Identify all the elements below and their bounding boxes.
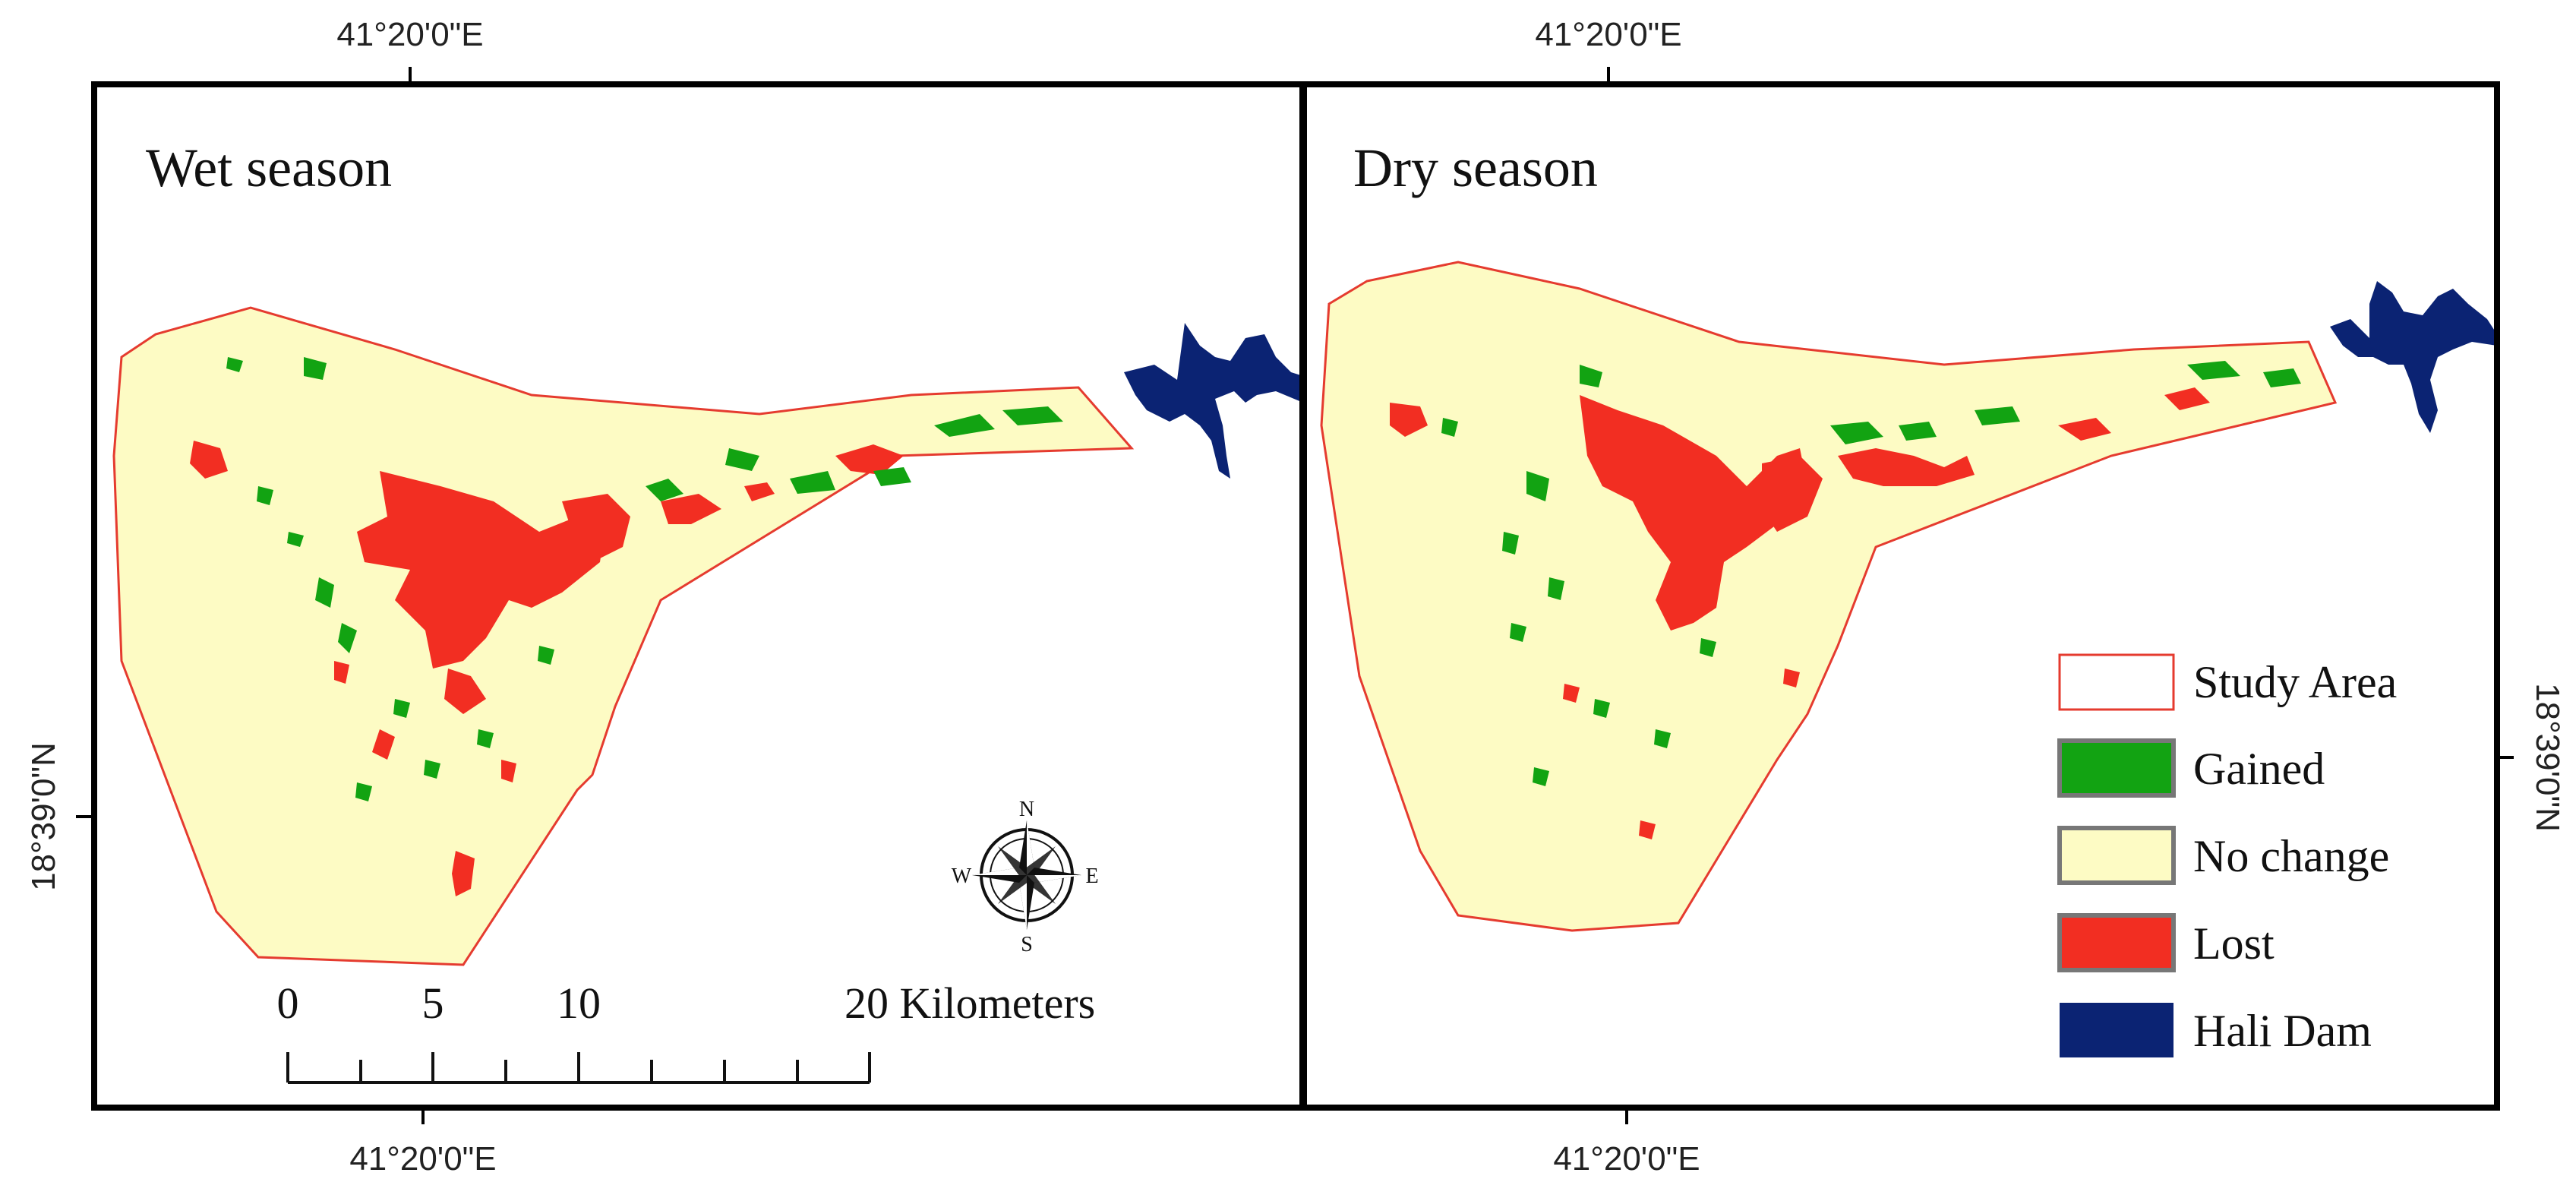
wet-season-panel bbox=[112, 306, 1303, 966]
wet-study-area bbox=[112, 306, 1135, 966]
scale-label-0: 0 bbox=[277, 978, 299, 1028]
wet-gained-areas bbox=[226, 357, 1063, 801]
legend-label-gained: Gained bbox=[2193, 744, 2325, 794]
legend-label-no-change: No change bbox=[2193, 831, 2389, 881]
compass-s: S bbox=[1021, 933, 1033, 956]
dry-hali-dam bbox=[2330, 281, 2497, 433]
scale-label-10: 10 bbox=[557, 978, 601, 1028]
compass-e: E bbox=[1085, 865, 1098, 888]
wet-hali-dam bbox=[1124, 323, 1303, 479]
legend-swatch-gained bbox=[2057, 738, 2176, 798]
wet-lost-areas bbox=[190, 441, 904, 896]
compass-w: W bbox=[952, 865, 972, 888]
legend-swatch-study-area bbox=[2058, 653, 2175, 711]
left-coord: 18°39'0"N bbox=[25, 742, 62, 891]
dry-lost-areas bbox=[1390, 387, 2210, 839]
compass-n: N bbox=[1019, 798, 1034, 821]
dry-gained-areas bbox=[1441, 361, 2301, 786]
legend-label-study-area: Study Area bbox=[2193, 657, 2397, 707]
legend-swatch-lost bbox=[2057, 913, 2176, 972]
wet-season-title: Wet season bbox=[146, 138, 392, 198]
legend: Study Area Gained No change Lost Hali Da… bbox=[2057, 653, 2397, 1057]
dry-season-panel bbox=[1320, 261, 2497, 932]
scale-bar: 0 5 10 20 Kilometers bbox=[277, 978, 1095, 1084]
bottom-coord-right: 41°20'0"E bbox=[1553, 1140, 1700, 1177]
scale-ticks bbox=[286, 1052, 871, 1083]
scale-label-20: 20 Kilometers bbox=[844, 978, 1095, 1028]
top-coord-left: 41°20'0"E bbox=[336, 16, 483, 53]
north-arrow-compass: N S E W bbox=[952, 798, 1099, 956]
legend-swatch-hali-dam bbox=[2060, 1003, 2174, 1057]
legend-swatch-no-change bbox=[2057, 826, 2176, 885]
dry-season-title: Dry season bbox=[1353, 138, 1598, 198]
bottom-coord-left: 41°20'0"E bbox=[349, 1140, 496, 1177]
legend-label-hali-dam: Hali Dam bbox=[2193, 1006, 2372, 1056]
dry-study-area bbox=[1320, 261, 2338, 932]
scale-label-5: 5 bbox=[422, 978, 444, 1028]
top-coord-right: 41°20'0"E bbox=[1535, 16, 1681, 53]
legend-label-lost: Lost bbox=[2193, 918, 2275, 969]
right-coord: 18°39'0"N bbox=[2529, 683, 2566, 832]
